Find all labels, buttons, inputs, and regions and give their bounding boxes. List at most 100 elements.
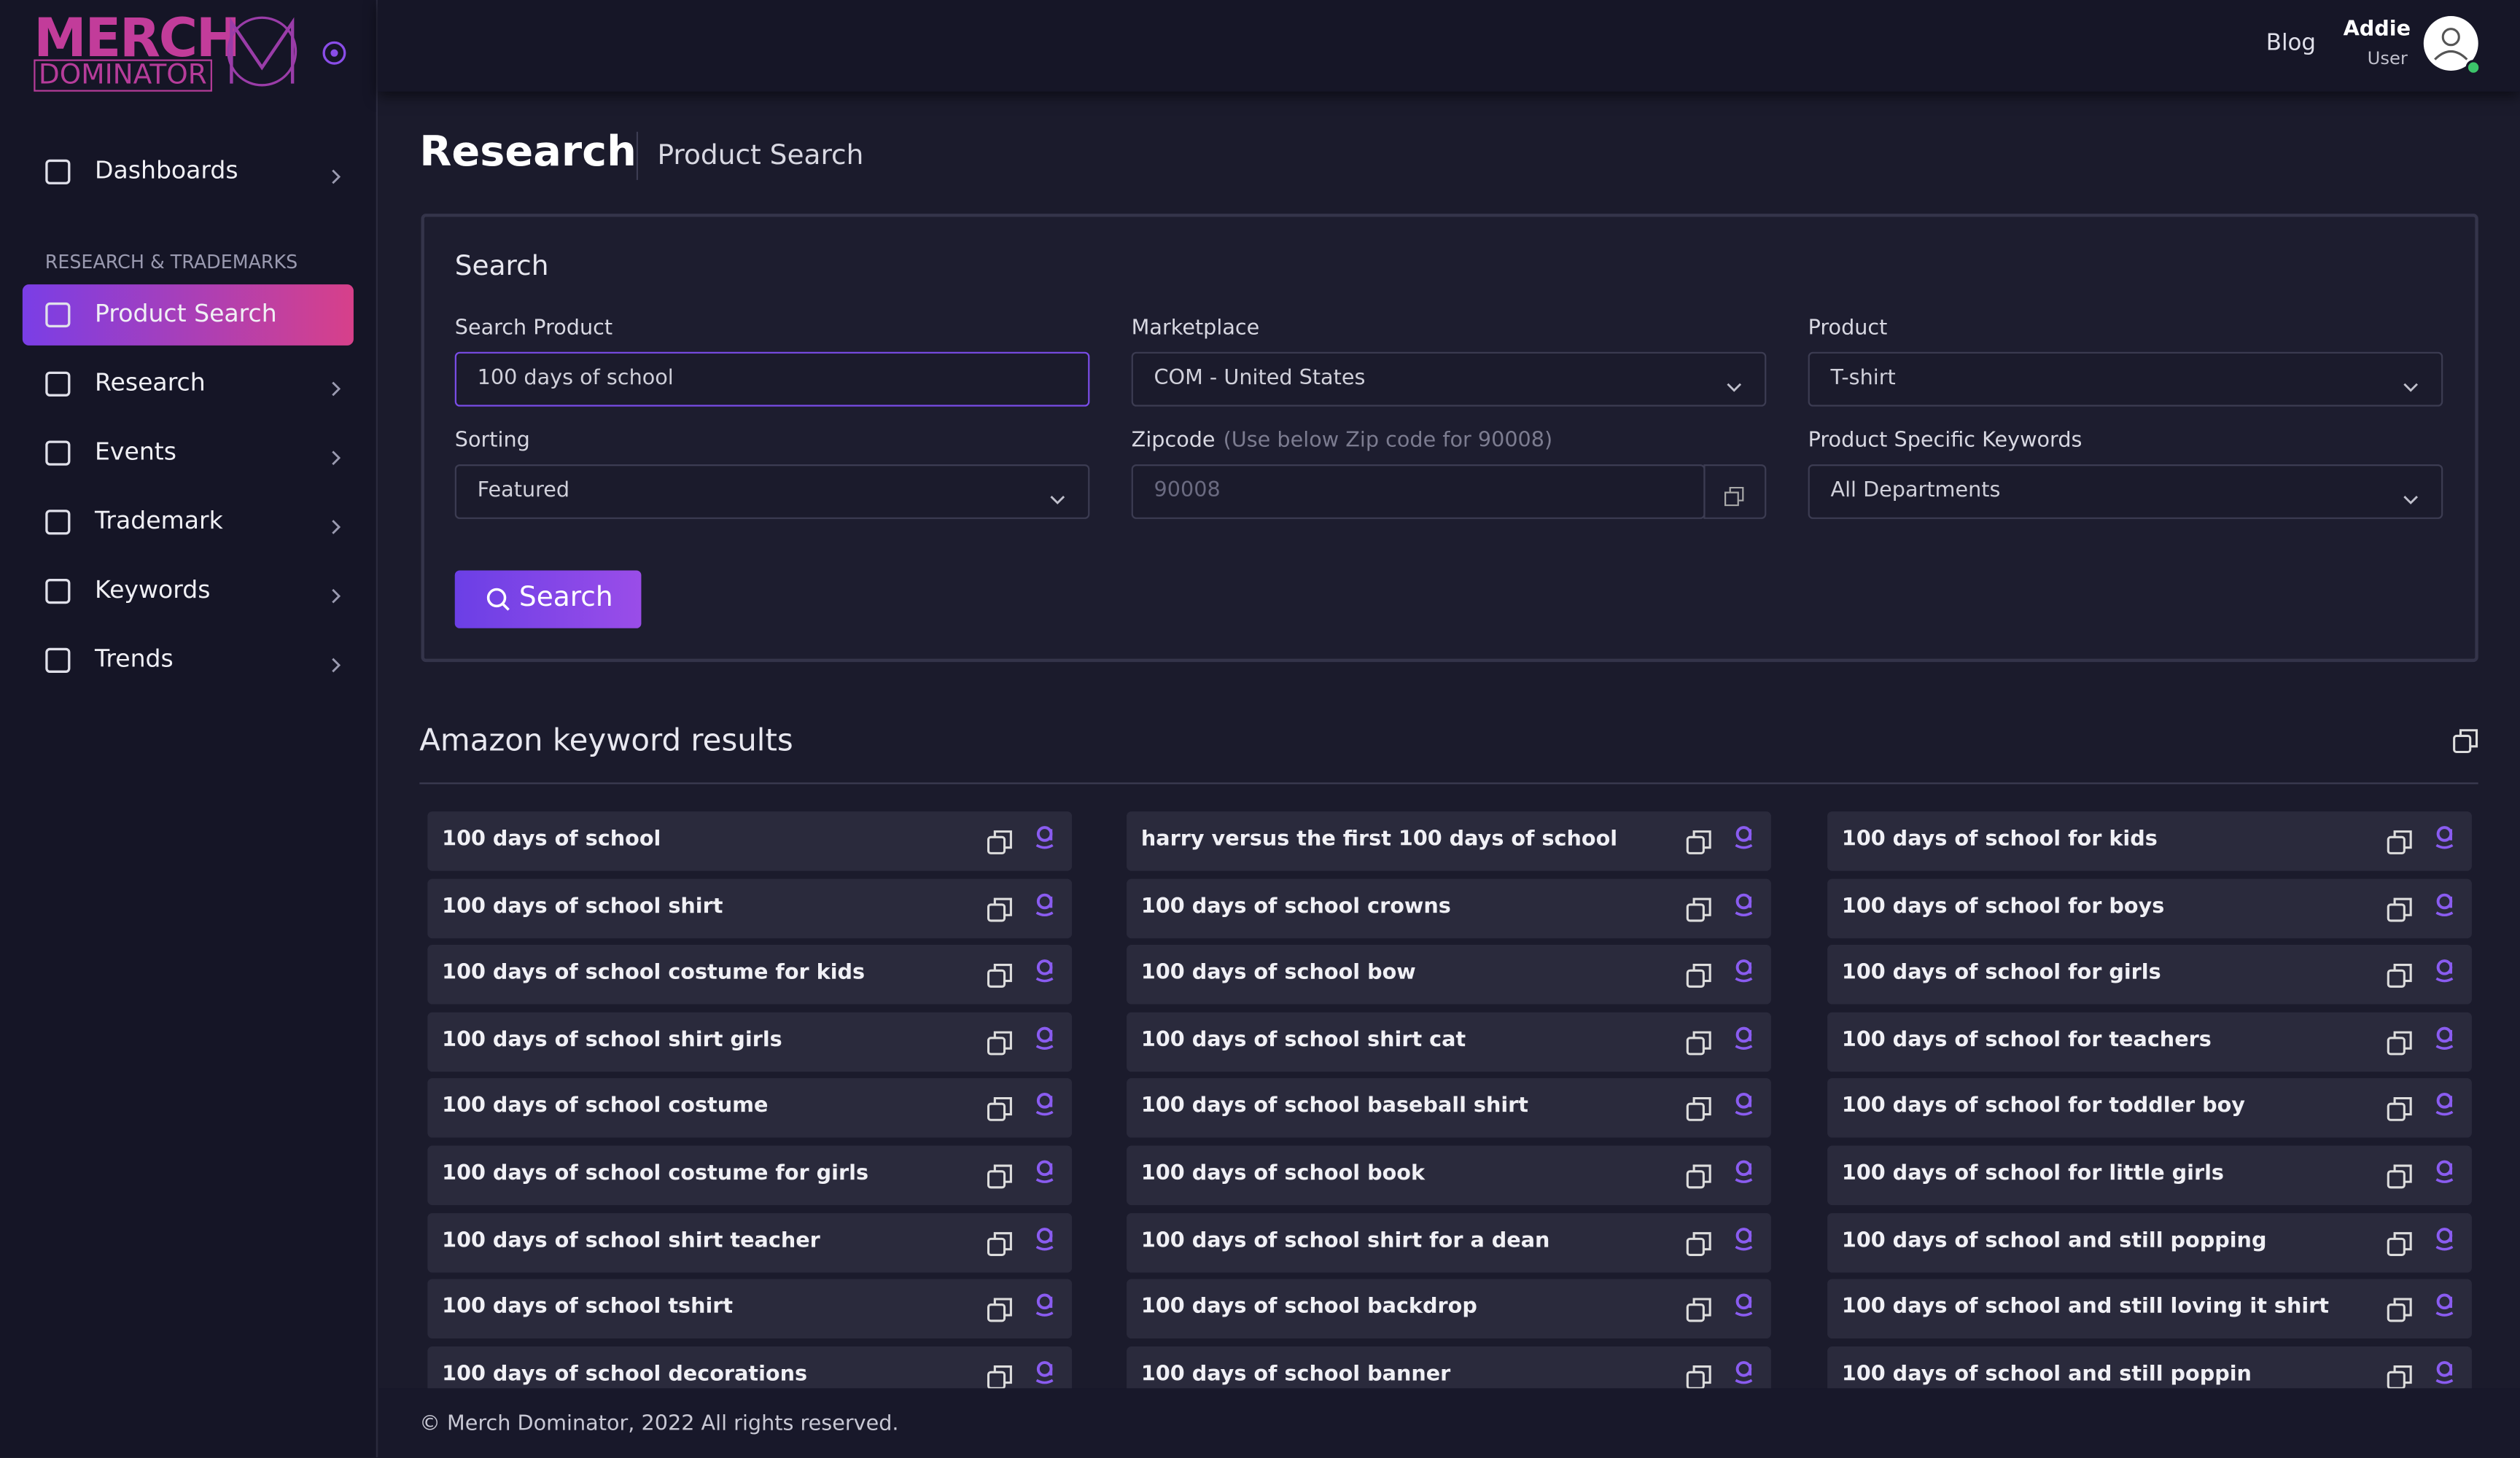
- nav-item[interactable]: Keywords: [95, 575, 210, 604]
- amazon-icon-svg: [1732, 1359, 1755, 1384]
- nav-icon-svg: [44, 157, 73, 187]
- amazon-icon: [2433, 1091, 2456, 1117]
- copy-icon-svg: [1724, 487, 1743, 506]
- copy-icon: [1686, 1163, 1711, 1189]
- amazon-icon-svg: [2433, 891, 2456, 916]
- blog-link[interactable]: Blog: [2266, 31, 2316, 56]
- field-value: All Departments: [1830, 479, 2000, 503]
- field-input[interactable]: 90008: [1132, 464, 1706, 519]
- amazon-icon-svg: [1732, 1025, 1755, 1050]
- field-input[interactable]: 100 days of school: [455, 352, 1090, 407]
- copy-icon-svg: [2387, 1029, 2412, 1055]
- nav-chevron: [328, 375, 344, 394]
- logo-line2: DOMINATOR: [34, 60, 211, 92]
- nav-chevron-svg: [328, 586, 344, 605]
- nav-item[interactable]: Events: [95, 437, 176, 467]
- field-label: Zipcode(Use below Zip code for 90008): [1132, 429, 1553, 453]
- keyword-text: 100 days of school bow: [1141, 961, 1416, 985]
- field-input[interactable]: COM - United States: [1132, 352, 1767, 407]
- amazon-icon: [1033, 1091, 1056, 1117]
- keyword-row: 100 days of school for toddler boy: [1827, 1079, 2472, 1139]
- amazon-icon-svg: [1033, 1158, 1056, 1184]
- field-value: COM - United States: [1154, 367, 1366, 391]
- keyword-text: 100 days of school for girls: [1842, 961, 2161, 985]
- amazon-icon-svg: [1732, 1158, 1755, 1184]
- copy-icon: [987, 829, 1012, 854]
- copy-icon: [1724, 482, 1743, 501]
- logo-mark: [225, 13, 299, 90]
- logo-mark-svg: [225, 13, 299, 90]
- amazon-icon: [1033, 891, 1056, 916]
- keyword-text: 100 days of school and still popping: [1842, 1228, 2267, 1252]
- copy-icon-svg: [2387, 1364, 2412, 1389]
- field-input[interactable]: Featured: [455, 464, 1090, 519]
- copy-icon: [1686, 963, 1711, 989]
- field-value: 90008: [1154, 479, 1221, 503]
- nav-item[interactable]: Product Search: [95, 299, 277, 328]
- amazon-icon-svg: [1732, 1225, 1755, 1251]
- keyword-row: 100 days of school for little girls: [1827, 1146, 2472, 1206]
- keyword-row: 100 days of school backdrop: [1127, 1279, 1771, 1339]
- keyword-text: 100 days of school for teachers: [1842, 1028, 2212, 1052]
- amazon-icon: [1732, 1293, 1755, 1318]
- amazon-icon: [1033, 1293, 1056, 1318]
- copy-icon-svg: [1686, 1096, 1711, 1122]
- amazon-icon-svg: [2433, 1293, 2456, 1318]
- amazon-icon: [1732, 1091, 1755, 1117]
- keyword-text: 100 days of school decorations: [442, 1363, 807, 1387]
- keyword-text: harry versus the first 100 days of schoo…: [1141, 827, 1617, 851]
- keyword-row: 100 days of school for boys: [1827, 878, 2472, 938]
- nav-item[interactable]: Trademark: [95, 506, 223, 535]
- keyword-row: 100 days of school: [427, 811, 1072, 871]
- keyword-row: 100 days of school for kids: [1827, 811, 2472, 871]
- amazon-icon: [1033, 824, 1056, 850]
- keyword-row: 100 days of school shirt cat: [1127, 1012, 1771, 1072]
- keyword-row: 100 days of school costume for girls: [427, 1146, 1072, 1206]
- copy-icon: [987, 1163, 1012, 1189]
- field-label-text: Zipcode: [1132, 429, 1216, 453]
- amazon-icon: [1033, 1359, 1056, 1384]
- amazon-icon: [1033, 1225, 1056, 1251]
- search-button[interactable]: Search: [455, 570, 642, 628]
- copy-icon-svg: [987, 1096, 1012, 1122]
- page-title: Research: [419, 128, 637, 176]
- keyword-row: 100 days of school book: [1127, 1146, 1771, 1206]
- amazon-icon: [2433, 1025, 2456, 1050]
- nav-item[interactable]: Dashboards: [95, 156, 238, 185]
- select-chevron-svg: [1726, 379, 1742, 395]
- amazon-icon-svg: [1033, 1293, 1056, 1318]
- nav-chevron: [328, 512, 344, 531]
- copy-icon-svg: [1686, 963, 1711, 989]
- field-label: Search Product: [455, 316, 612, 340]
- amazon-icon-svg: [1033, 1225, 1056, 1251]
- nav-item[interactable]: Trends: [95, 644, 174, 674]
- keyword-row: 100 days of school shirt for a dean: [1127, 1212, 1771, 1272]
- copy-icon: [1686, 829, 1711, 854]
- amazon-icon: [2433, 1225, 2456, 1251]
- nav-icon: [44, 157, 73, 187]
- copy-icon: [987, 896, 1012, 921]
- copy-icon-svg: [1686, 1364, 1711, 1389]
- copy-icon: [2387, 829, 2412, 854]
- amazon-icon: [1732, 958, 1755, 983]
- field-input[interactable]: T-shirt: [1808, 352, 2443, 407]
- keyword-row: 100 days of school shirt: [427, 878, 1072, 938]
- nav-item[interactable]: Research: [95, 368, 206, 397]
- keyword-text: 100 days of school costume: [442, 1095, 768, 1119]
- amazon-icon-svg: [1732, 958, 1755, 983]
- nav-icon: [44, 300, 73, 330]
- keyword-row: 100 days of school shirt girls: [427, 1012, 1072, 1072]
- copy-icon-svg: [2387, 1230, 2412, 1255]
- keyword-row: 100 days of school costume for kids: [427, 945, 1072, 1005]
- amazon-icon: [1732, 891, 1755, 916]
- nav-chevron: [328, 443, 344, 462]
- field-input[interactable]: All Departments: [1808, 464, 2443, 519]
- field-label: Marketplace: [1132, 316, 1260, 340]
- nav-icon-svg: [44, 507, 73, 537]
- nav-icon-svg: [44, 646, 73, 675]
- copy-icon-svg: [987, 1364, 1012, 1389]
- title-divider: [637, 132, 638, 180]
- amazon-icon-svg: [2433, 958, 2456, 983]
- nav-icon: [44, 370, 73, 399]
